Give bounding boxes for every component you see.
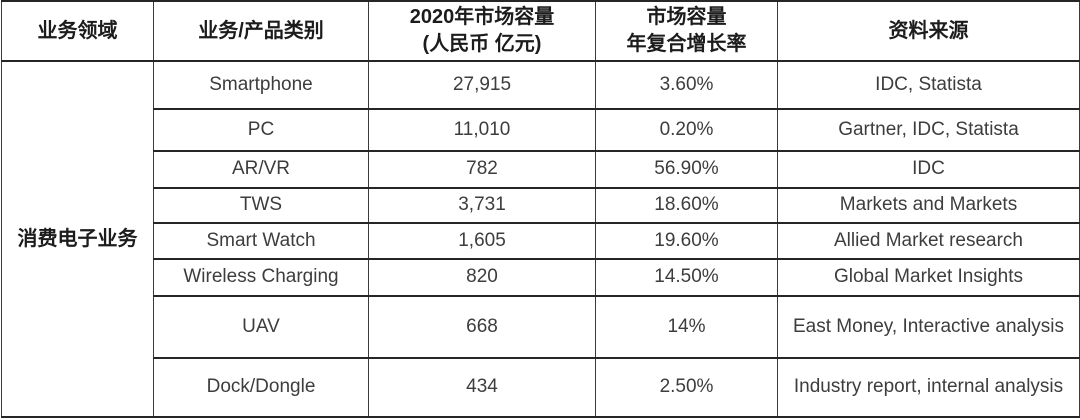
source-cell: Global Market Insights	[777, 258, 1080, 297]
cagr-cell: 56.90%	[595, 150, 778, 189]
cagr-cell: 3.60%	[595, 60, 778, 110]
market-size-cell: 1,605	[368, 222, 596, 260]
table-header-row: 业务领域 业务/产品类别 2020年市场容量 (人民币 亿元) 市场容量 年复合…	[1, 0, 1080, 62]
header-business-domain: 业务领域	[1, 0, 154, 62]
market-size-cell: 27,915	[368, 60, 596, 110]
category-cell: Dock/Dongle	[153, 357, 369, 418]
source-cell: Allied Market research	[777, 222, 1080, 260]
table-row: TWS 3,731 18.60% Markets and Markets	[2, 187, 1080, 224]
table-row: Dock/Dongle 434 2.50% Industry report, i…	[2, 357, 1080, 418]
market-size-cell: 3,731	[368, 187, 596, 224]
category-cell: AR/VR	[153, 150, 369, 189]
market-size-cell: 668	[368, 295, 596, 359]
market-size-cell: 434	[368, 357, 596, 418]
business-domain-cell: 消费电子业务	[1, 60, 154, 418]
cagr-cell: 18.60%	[595, 187, 778, 224]
source-cell: IDC, Statista	[777, 60, 1080, 110]
market-size-cell: 782	[368, 150, 596, 189]
cagr-cell: 2.50%	[595, 357, 778, 418]
category-cell: TWS	[153, 187, 369, 224]
table-row: AR/VR 782 56.90% IDC	[2, 150, 1080, 189]
category-cell: Smartphone	[153, 60, 369, 110]
cagr-cell: 14.50%	[595, 258, 778, 297]
header-source: 资料来源	[777, 0, 1080, 62]
source-cell: Gartner, IDC, Statista	[777, 108, 1080, 152]
table-row: PC 11,010 0.20% Gartner, IDC, Statista	[2, 108, 1080, 152]
cagr-cell: 19.60%	[595, 222, 778, 260]
source-cell: Industry report, internal analysis	[777, 357, 1080, 418]
cagr-cell: 0.20%	[595, 108, 778, 152]
table-row: UAV 668 14% East Money, Interactive anal…	[2, 295, 1080, 359]
market-size-cell: 820	[368, 258, 596, 297]
header-product-category: 业务/产品类别	[153, 0, 369, 62]
market-size-cell: 11,010	[368, 108, 596, 152]
source-cell: East Money, Interactive analysis	[777, 295, 1080, 359]
table-row: Smart Watch 1,605 19.60% Allied Market r…	[2, 222, 1080, 260]
category-cell: Smart Watch	[153, 222, 369, 260]
source-cell: IDC	[777, 150, 1080, 189]
table-row: 消费电子业务 Smartphone 27,915 3.60% IDC, Stat…	[1, 60, 1080, 418]
category-cell: Wireless Charging	[153, 258, 369, 297]
category-cell: UAV	[153, 295, 369, 359]
header-market-size-2020: 2020年市场容量 (人民币 亿元)	[368, 0, 596, 62]
header-cagr: 市场容量 年复合增长率	[595, 0, 778, 62]
table-row: Wireless Charging 820 14.50% Global Mark…	[2, 258, 1080, 297]
cagr-cell: 14%	[595, 295, 778, 359]
source-cell: Markets and Markets	[777, 187, 1080, 224]
category-cell: PC	[153, 108, 369, 152]
